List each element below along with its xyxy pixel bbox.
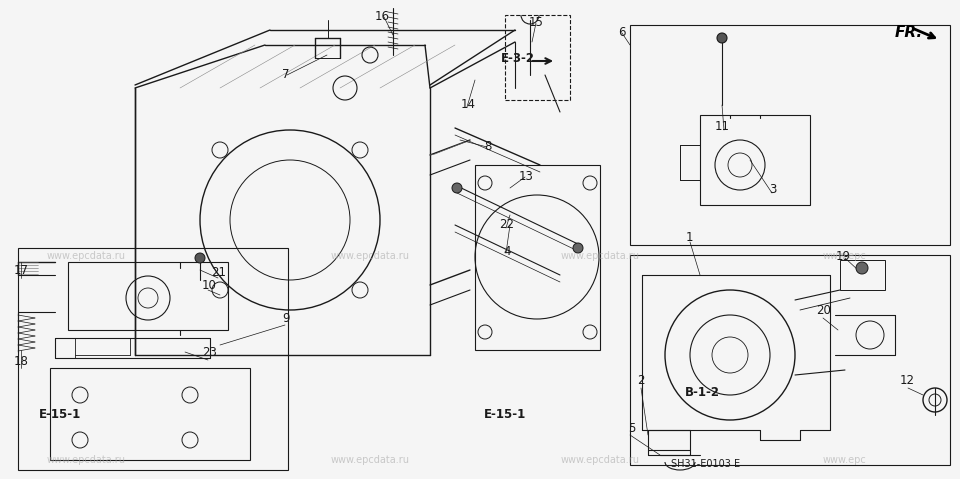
Text: FR.: FR.	[895, 24, 924, 39]
Text: 6: 6	[618, 26, 626, 39]
Circle shape	[573, 243, 583, 253]
Text: 11: 11	[714, 120, 730, 134]
Circle shape	[717, 33, 727, 43]
Bar	[50, 368, 250, 460]
Text: B-1-2: B-1-2	[684, 386, 719, 399]
Circle shape	[452, 183, 462, 193]
Bar	[505, 15, 570, 100]
Text: 3: 3	[769, 182, 777, 196]
Text: 22: 22	[499, 217, 515, 231]
Bar	[630, 25, 950, 245]
Text: 4: 4	[503, 245, 511, 258]
Text: www.epcdata.ru: www.epcdata.ru	[47, 455, 126, 465]
Bar	[840, 260, 885, 290]
Text: 1: 1	[685, 230, 693, 244]
Text: 2: 2	[637, 374, 645, 388]
Text: www.epcdata.ru: www.epcdata.ru	[47, 251, 126, 261]
Text: 21: 21	[211, 265, 227, 279]
Text: 9: 9	[282, 312, 290, 325]
Text: www.epcdata.ru: www.epcdata.ru	[561, 455, 639, 465]
Bar	[18, 248, 288, 470]
Text: 19: 19	[835, 250, 851, 263]
Text: www.epcdata.ru: www.epcdata.ru	[561, 251, 639, 261]
Text: 12: 12	[900, 374, 915, 388]
Text: 16: 16	[374, 10, 390, 23]
Bar	[700, 115, 810, 205]
Text: www.epcdata.ru: www.epcdata.ru	[330, 455, 409, 465]
Circle shape	[195, 253, 205, 263]
Text: 7: 7	[282, 68, 290, 81]
Text: E-15-1: E-15-1	[484, 409, 526, 422]
Text: E-3-2: E-3-2	[501, 52, 535, 65]
Text: 15: 15	[528, 16, 543, 30]
Text: 8: 8	[484, 139, 492, 153]
Text: www.epc: www.epc	[823, 251, 867, 261]
Text: 20: 20	[816, 304, 831, 317]
Text: 13: 13	[518, 170, 534, 183]
Text: 10: 10	[202, 278, 217, 292]
Text: 18: 18	[13, 355, 29, 368]
Bar	[68, 262, 228, 330]
Text: www.epc: www.epc	[823, 455, 867, 465]
Bar	[475, 165, 600, 350]
Text: 17: 17	[13, 264, 29, 277]
Text: 5: 5	[628, 422, 636, 435]
Circle shape	[856, 262, 868, 274]
Text: 14: 14	[461, 98, 476, 111]
Bar	[630, 255, 950, 465]
Text: www.epcdata.ru: www.epcdata.ru	[330, 251, 409, 261]
Text: 23: 23	[202, 345, 217, 359]
Text: E-15-1: E-15-1	[38, 409, 82, 422]
Text: SH31-E0103 E: SH31-E0103 E	[671, 459, 740, 468]
